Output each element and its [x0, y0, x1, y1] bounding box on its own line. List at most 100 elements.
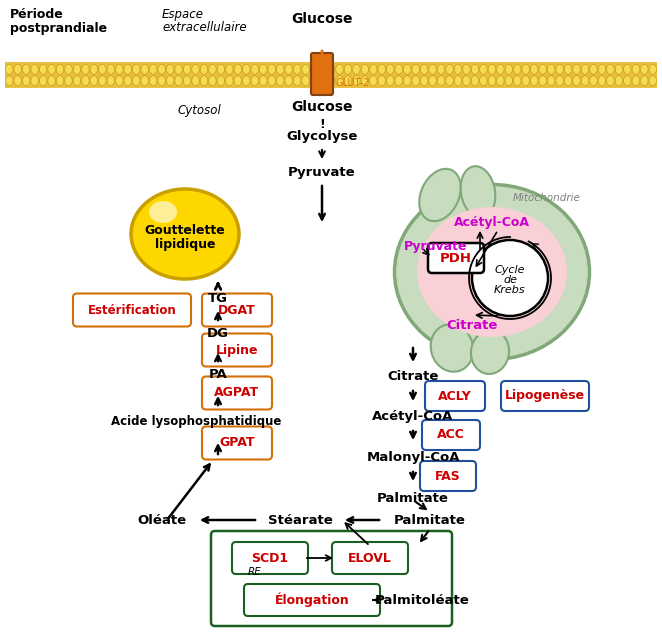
Ellipse shape: [615, 64, 623, 74]
Ellipse shape: [90, 64, 98, 74]
Ellipse shape: [438, 64, 445, 74]
Ellipse shape: [361, 64, 369, 74]
Ellipse shape: [150, 64, 157, 74]
Ellipse shape: [141, 76, 148, 86]
Ellipse shape: [403, 64, 411, 74]
Ellipse shape: [285, 64, 293, 74]
Ellipse shape: [107, 64, 115, 74]
Ellipse shape: [327, 64, 335, 74]
Ellipse shape: [471, 64, 479, 74]
Text: Espace: Espace: [162, 8, 204, 21]
Ellipse shape: [564, 64, 572, 74]
Ellipse shape: [590, 76, 597, 86]
Ellipse shape: [420, 64, 428, 74]
Ellipse shape: [90, 76, 98, 86]
Ellipse shape: [530, 76, 538, 86]
Ellipse shape: [522, 64, 530, 74]
Ellipse shape: [14, 64, 21, 74]
Ellipse shape: [539, 64, 546, 74]
Ellipse shape: [226, 76, 233, 86]
Ellipse shape: [302, 64, 309, 74]
Ellipse shape: [581, 64, 589, 74]
Text: Stéarate: Stéarate: [267, 513, 332, 527]
Ellipse shape: [632, 64, 639, 74]
Ellipse shape: [107, 76, 115, 86]
Ellipse shape: [285, 76, 293, 86]
Ellipse shape: [387, 64, 394, 74]
Text: Glycolyse: Glycolyse: [286, 130, 357, 143]
Ellipse shape: [336, 64, 343, 74]
Ellipse shape: [23, 76, 30, 86]
Ellipse shape: [132, 64, 140, 74]
Ellipse shape: [175, 64, 182, 74]
Ellipse shape: [251, 76, 259, 86]
Ellipse shape: [183, 76, 191, 86]
Ellipse shape: [48, 76, 56, 86]
Ellipse shape: [353, 76, 360, 86]
Ellipse shape: [132, 76, 140, 86]
Ellipse shape: [564, 76, 572, 86]
Ellipse shape: [200, 76, 208, 86]
Ellipse shape: [81, 64, 89, 74]
FancyBboxPatch shape: [425, 381, 485, 411]
Ellipse shape: [277, 76, 284, 86]
Ellipse shape: [431, 325, 473, 372]
Text: postprandiale: postprandiale: [10, 22, 107, 35]
Text: Acide lysophosphatidique: Acide lysophosphatidique: [111, 415, 281, 428]
Text: PA: PA: [209, 368, 227, 381]
Ellipse shape: [268, 64, 275, 74]
Ellipse shape: [369, 76, 377, 86]
Ellipse shape: [378, 64, 385, 74]
Text: de: de: [503, 275, 517, 285]
Ellipse shape: [5, 64, 13, 74]
Ellipse shape: [419, 169, 461, 221]
Text: Krebs: Krebs: [495, 285, 526, 295]
Ellipse shape: [99, 76, 106, 86]
Ellipse shape: [344, 64, 352, 74]
Text: Malonyl-CoA: Malonyl-CoA: [366, 451, 459, 464]
FancyBboxPatch shape: [244, 584, 380, 616]
Text: Cytosol: Cytosol: [178, 104, 222, 117]
Ellipse shape: [81, 76, 89, 86]
Text: Pyruvate: Pyruvate: [404, 240, 468, 252]
Ellipse shape: [31, 76, 38, 86]
Bar: [5, 62, 657, 88]
Ellipse shape: [319, 76, 326, 86]
Ellipse shape: [73, 64, 81, 74]
Ellipse shape: [116, 64, 123, 74]
FancyBboxPatch shape: [202, 377, 272, 410]
Ellipse shape: [217, 76, 224, 86]
Ellipse shape: [438, 76, 445, 86]
Ellipse shape: [403, 76, 411, 86]
Ellipse shape: [268, 76, 275, 86]
Ellipse shape: [624, 76, 631, 86]
Ellipse shape: [319, 64, 326, 74]
Ellipse shape: [412, 64, 420, 74]
Ellipse shape: [327, 76, 335, 86]
Text: Acétyl-CoA: Acétyl-CoA: [372, 410, 453, 423]
Ellipse shape: [496, 64, 504, 74]
Ellipse shape: [539, 76, 546, 86]
Ellipse shape: [149, 201, 177, 223]
Ellipse shape: [158, 64, 166, 74]
Ellipse shape: [39, 64, 47, 74]
Ellipse shape: [505, 76, 512, 86]
Ellipse shape: [471, 76, 479, 86]
Circle shape: [472, 240, 548, 316]
Ellipse shape: [99, 64, 106, 74]
Ellipse shape: [209, 64, 216, 74]
Ellipse shape: [573, 64, 581, 74]
Ellipse shape: [183, 64, 191, 74]
Text: TG: TG: [208, 292, 228, 305]
Text: DGAT: DGAT: [218, 303, 256, 316]
Ellipse shape: [598, 64, 606, 74]
FancyBboxPatch shape: [232, 542, 308, 574]
Ellipse shape: [141, 64, 148, 74]
Ellipse shape: [429, 64, 436, 74]
Ellipse shape: [463, 76, 470, 86]
Ellipse shape: [234, 64, 242, 74]
Ellipse shape: [514, 64, 521, 74]
Ellipse shape: [293, 64, 301, 74]
Ellipse shape: [344, 76, 352, 86]
Ellipse shape: [124, 76, 132, 86]
